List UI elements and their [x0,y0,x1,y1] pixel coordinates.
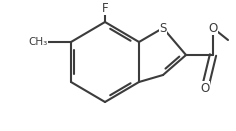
Text: O: O [208,21,218,34]
Text: S: S [159,21,167,34]
Text: F: F [102,1,108,15]
Text: O: O [200,81,210,94]
Text: CH₃: CH₃ [28,37,48,47]
